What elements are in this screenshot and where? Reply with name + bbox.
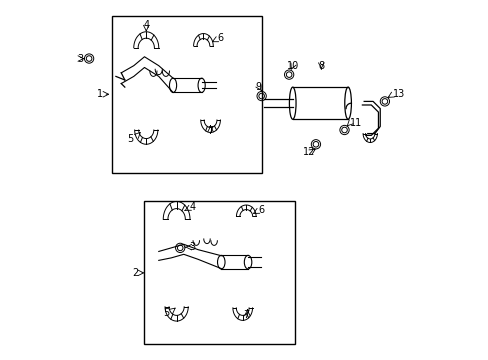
Text: 4: 4 bbox=[143, 19, 149, 30]
Text: 3: 3 bbox=[189, 242, 195, 252]
Text: 7: 7 bbox=[243, 310, 249, 320]
Text: 2: 2 bbox=[132, 268, 139, 278]
Text: 10: 10 bbox=[286, 62, 299, 71]
Text: 12: 12 bbox=[302, 147, 314, 157]
Text: 8: 8 bbox=[318, 61, 324, 71]
Bar bbox=[144, 202, 294, 344]
Text: 11: 11 bbox=[349, 118, 362, 128]
Text: 3: 3 bbox=[77, 54, 83, 64]
Text: 5: 5 bbox=[127, 134, 134, 144]
Text: 9: 9 bbox=[255, 82, 261, 92]
Text: 1: 1 bbox=[97, 89, 102, 99]
Text: 13: 13 bbox=[392, 89, 404, 99]
Text: 5: 5 bbox=[163, 308, 169, 318]
Bar bbox=[112, 16, 262, 173]
Text: 6: 6 bbox=[258, 205, 264, 215]
Text: 4: 4 bbox=[189, 202, 195, 212]
Text: 7: 7 bbox=[207, 126, 213, 136]
Text: 6: 6 bbox=[217, 33, 224, 43]
